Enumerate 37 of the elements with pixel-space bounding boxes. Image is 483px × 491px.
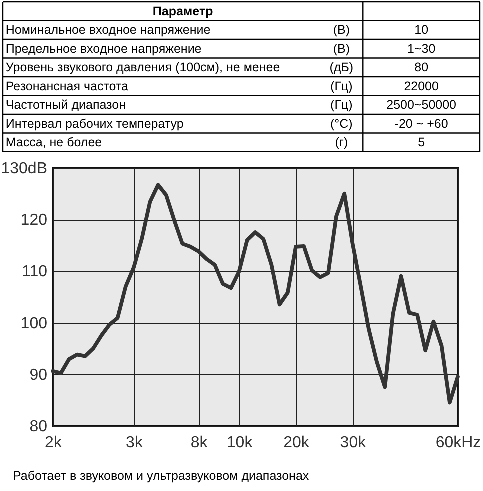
text: 5 [418, 136, 426, 150]
y-tick-label: 100 [20, 315, 48, 332]
text: (°С) [330, 116, 353, 131]
y-tick-label: 120 [20, 212, 48, 230]
text: 10 [414, 23, 429, 38]
x-tick-label: 20k [284, 434, 310, 452]
line-series [51, 183, 460, 405]
text: (В) [333, 23, 350, 38]
text: Резонансная частота [6, 79, 129, 94]
x-tick-label: 30k [340, 434, 368, 452]
x-tick-label: 10k [226, 434, 254, 452]
y-tick-label: 110 [22, 264, 48, 281]
text: 2500~50000 [386, 98, 457, 112]
text: Уровень звукового давления (100см), не менее [6, 60, 280, 75]
y-tick-label: 90 [30, 366, 48, 384]
y-tick-label: 130dB [1, 160, 48, 178]
text: Интервал рабочих температур [6, 116, 184, 131]
text: (дБ) [330, 60, 354, 75]
text: Частотный диапазон [6, 98, 126, 112]
y-tick-label: 80 [30, 418, 48, 436]
x-tick-label: 60kHz [436, 434, 482, 452]
text: -20 ~ +60 [394, 116, 448, 131]
text: (В) [333, 42, 350, 56]
category-label: Параметр [152, 4, 214, 18]
text: 80 [414, 60, 429, 75]
x-tick-label: 2k [45, 434, 63, 452]
text: (Гц) [330, 79, 353, 94]
text: Масса, не более [6, 136, 102, 150]
text: Номинальное входное напряжение [6, 23, 211, 38]
text: 1~30 [407, 42, 436, 56]
text: Предельное входное напряжение [6, 42, 202, 56]
x-tick-label: 3k [126, 434, 144, 452]
x-tick-label: 8k [190, 434, 209, 452]
text: 22000 [404, 79, 439, 94]
text: (г) [335, 136, 348, 150]
text: Работает в звуковом и ультразвуковом диапазонах [13, 469, 310, 483]
text: (Гц) [330, 98, 353, 112]
